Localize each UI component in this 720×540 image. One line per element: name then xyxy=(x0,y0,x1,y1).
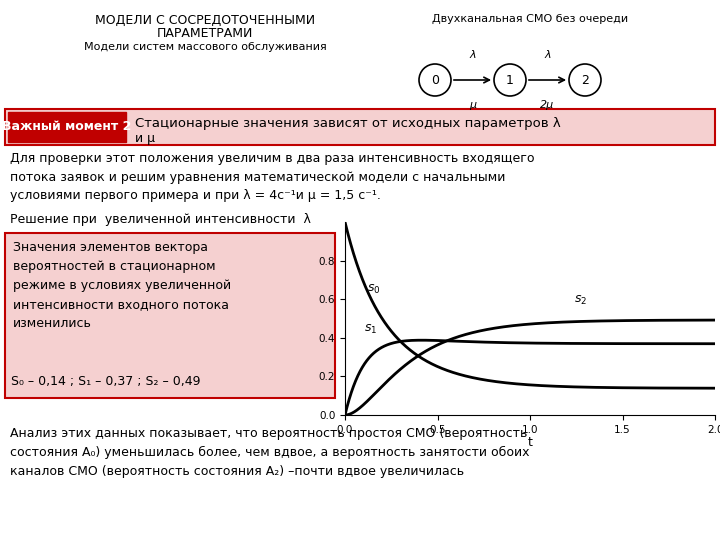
Text: Важный момент 2: Важный момент 2 xyxy=(2,120,132,133)
Text: МОДЕЛИ С СОСРЕДОТОЧЕННЫМИ: МОДЕЛИ С СОСРЕДОТОЧЕННЫМИ xyxy=(95,14,315,27)
Text: Стационарные значения зависят от исходных параметров λ: Стационарные значения зависят от исходны… xyxy=(135,117,561,130)
Text: S₀ – 0,14 ; S₁ – 0,37 ; S₂ – 0,49: S₀ – 0,14 ; S₁ – 0,37 ; S₂ – 0,49 xyxy=(11,375,200,388)
Text: 0: 0 xyxy=(431,73,439,86)
X-axis label: t: t xyxy=(528,436,532,449)
Text: $s_0$: $s_0$ xyxy=(367,282,381,295)
Text: $s_2$: $s_2$ xyxy=(575,294,588,307)
FancyBboxPatch shape xyxy=(8,112,126,142)
Circle shape xyxy=(569,64,601,96)
Text: 2: 2 xyxy=(581,73,589,86)
Text: 1: 1 xyxy=(506,73,514,86)
Text: μ: μ xyxy=(469,100,476,110)
Text: Для проверки этот положения увеличим в два раза интенсивность входящего
потока з: Для проверки этот положения увеличим в д… xyxy=(10,152,534,202)
Text: Анализ этих данных показывает, что вероятность простоя СМО (вероятность
состояни: Анализ этих данных показывает, что вероя… xyxy=(10,427,529,478)
FancyBboxPatch shape xyxy=(5,109,715,145)
Text: $s_1$: $s_1$ xyxy=(364,323,377,336)
Circle shape xyxy=(494,64,526,96)
Text: и μ: и μ xyxy=(135,132,155,145)
FancyBboxPatch shape xyxy=(5,233,335,398)
Text: Решение при  увеличенной интенсивности  λ: Решение при увеличенной интенсивности λ xyxy=(10,213,311,226)
Text: ПАРАМЕТРАМИ: ПАРАМЕТРАМИ xyxy=(157,27,253,40)
Text: λ: λ xyxy=(469,50,476,60)
Text: Двухканальная СМО без очереди: Двухканальная СМО без очереди xyxy=(432,14,628,24)
Text: Значения элементов вектора
вероятностей в стационарном
режиме в условиях увеличе: Значения элементов вектора вероятностей … xyxy=(13,241,231,330)
Text: 2μ: 2μ xyxy=(541,100,554,110)
Text: λ: λ xyxy=(544,50,551,60)
Circle shape xyxy=(419,64,451,96)
Text: Модели систем массового обслуживания: Модели систем массового обслуживания xyxy=(84,42,326,52)
